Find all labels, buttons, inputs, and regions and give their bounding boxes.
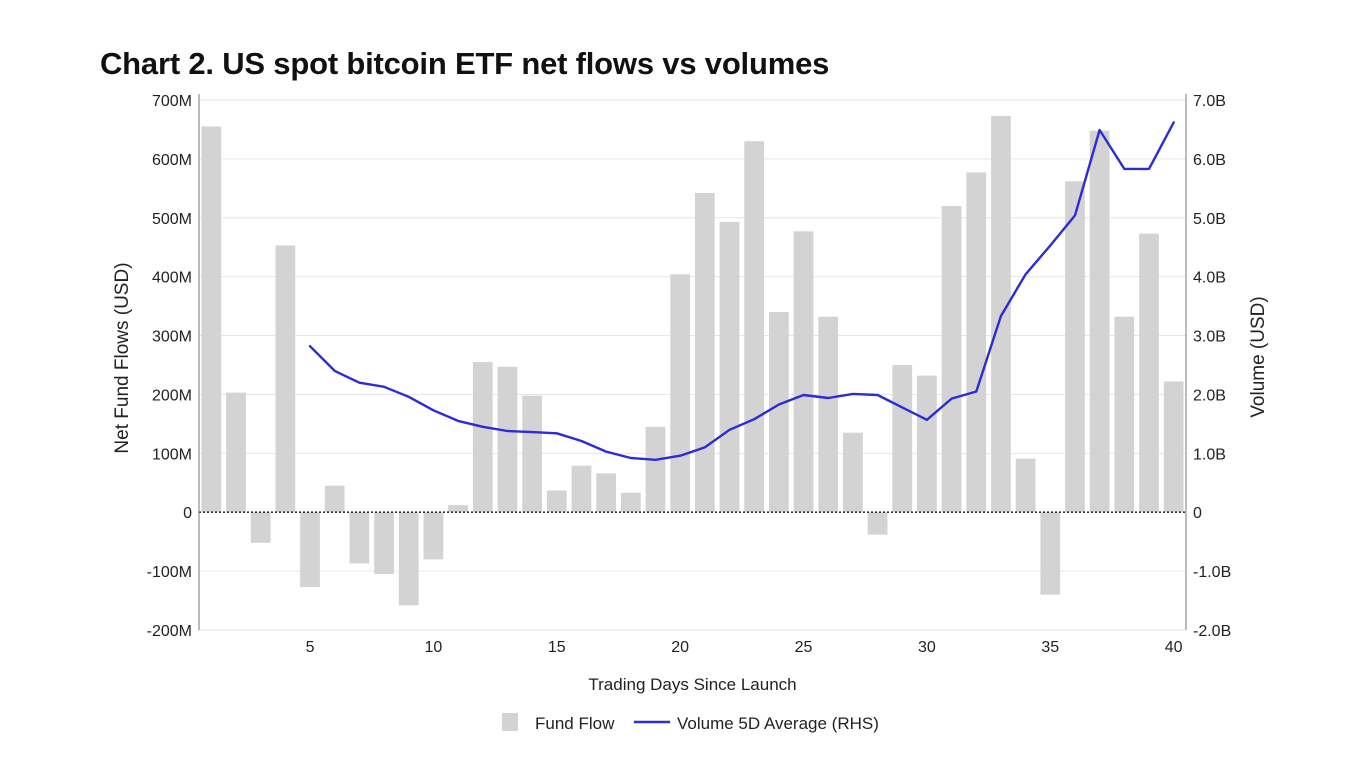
bar-day-8 <box>374 512 394 575</box>
bar-day-4 <box>275 245 296 513</box>
y-tick-label-2: 0 <box>183 505 192 522</box>
bar-day-22 <box>719 221 740 513</box>
bar-day-24 <box>768 312 789 513</box>
bar-day-16 <box>571 465 592 513</box>
bar-day-28 <box>867 512 888 535</box>
bar-day-14 <box>522 395 542 513</box>
bar-day-13 <box>497 366 518 513</box>
bar-day-1 <box>201 126 222 513</box>
x-tick-label-0: 5 <box>306 639 315 656</box>
y-right-tick-label-7: 5.0B <box>1193 211 1226 228</box>
y-right-tick-label-3: 1.0B <box>1193 446 1226 463</box>
bar-day-37 <box>1089 130 1110 513</box>
legend-fund-flow-swatch <box>502 713 518 731</box>
bar-day-25 <box>793 231 814 513</box>
y-tick-label-7: 500M <box>152 211 192 228</box>
legend-fund-flow-label: Fund Flow <box>535 714 615 733</box>
bar-day-23 <box>744 141 765 513</box>
y-right-tick-label-4: 2.0B <box>1193 387 1226 404</box>
y-right-tick-label-1: -1.0B <box>1193 564 1231 581</box>
bar-day-30 <box>917 375 937 513</box>
volume-line <box>308 121 1175 461</box>
y-tick-label-9: 700M <box>152 93 192 110</box>
x-tick-label-4: 25 <box>795 639 813 656</box>
bar-day-12 <box>472 362 493 513</box>
bar-day-36 <box>1065 181 1085 513</box>
y-right-tick-label-6: 4.0B <box>1193 270 1226 287</box>
y-right-axis-title: Volume (USD) <box>1248 296 1269 417</box>
bar-day-29 <box>892 365 913 513</box>
bar-day-10 <box>423 512 444 560</box>
bar-day-19 <box>645 426 666 513</box>
y-tick-label-6: 400M <box>152 270 192 287</box>
y-right-tick-label-8: 6.0B <box>1193 152 1226 169</box>
bar-day-31 <box>941 206 962 513</box>
bar-day-15 <box>546 490 567 513</box>
x-tick-label-7: 40 <box>1165 639 1183 656</box>
y-right-tick-label-2: 0 <box>1193 505 1202 522</box>
bar-day-35 <box>1040 512 1061 595</box>
y-tick-label-0: -200M <box>147 623 192 640</box>
bar-day-21 <box>694 193 715 513</box>
grid-layer <box>199 99 1186 631</box>
x-tick-label-3: 20 <box>671 639 689 656</box>
legend-volume-label: Volume 5D Average (RHS) <box>677 714 879 733</box>
y-tick-label-1: -100M <box>147 564 192 581</box>
bar-day-20 <box>670 274 691 513</box>
bar-day-40 <box>1163 381 1184 513</box>
bar-layer <box>201 115 1184 606</box>
axis-layer: -200M -100M 0 100M 200M 300M 400M 500M 600M 700M -… <box>112 93 1269 694</box>
line-layer <box>308 121 1175 461</box>
y-right-tick-label-5: 3.0B <box>1193 329 1226 346</box>
bar-day-38 <box>1114 316 1135 513</box>
y-tick-label-5: 300M <box>152 329 192 346</box>
bar-day-39 <box>1139 233 1159 513</box>
chart-title: Chart 2. US spot bitcoin ETF net flows v… <box>100 46 830 81</box>
bar-day-2 <box>226 392 246 513</box>
y-tick-label-8: 600M <box>152 152 192 169</box>
y-right-tick-label-0: -2.0B <box>1193 623 1231 640</box>
bar-day-5 <box>300 512 320 588</box>
bar-day-18 <box>620 492 641 513</box>
y-axis-title: Net Fund Flows (USD) <box>112 262 133 453</box>
bar-day-17 <box>596 473 617 513</box>
y-tick-label-4: 200M <box>152 387 192 404</box>
x-tick-label-1: 10 <box>425 639 443 656</box>
y-tick-label-3: 100M <box>152 446 192 463</box>
bar-day-32 <box>966 172 987 513</box>
x-axis-title: Trading Days Since Launch <box>588 675 796 694</box>
bar-day-11 <box>448 505 468 513</box>
y-right-tick-label-9: 7.0B <box>1193 93 1226 110</box>
bar-day-26 <box>818 316 839 513</box>
bar-day-3 <box>250 512 271 543</box>
bar-day-27 <box>843 432 863 513</box>
bar-day-6 <box>324 485 345 513</box>
bar-day-9 <box>398 512 419 606</box>
x-tick-label-2: 15 <box>548 639 566 656</box>
bar-day-34 <box>1015 458 1036 513</box>
x-tick-label-6: 35 <box>1041 639 1059 656</box>
legend-layer: Fund Flow Volume 5D Average (RHS) <box>502 713 879 733</box>
x-tick-label-5: 30 <box>918 639 936 656</box>
bar-day-7 <box>349 512 370 564</box>
